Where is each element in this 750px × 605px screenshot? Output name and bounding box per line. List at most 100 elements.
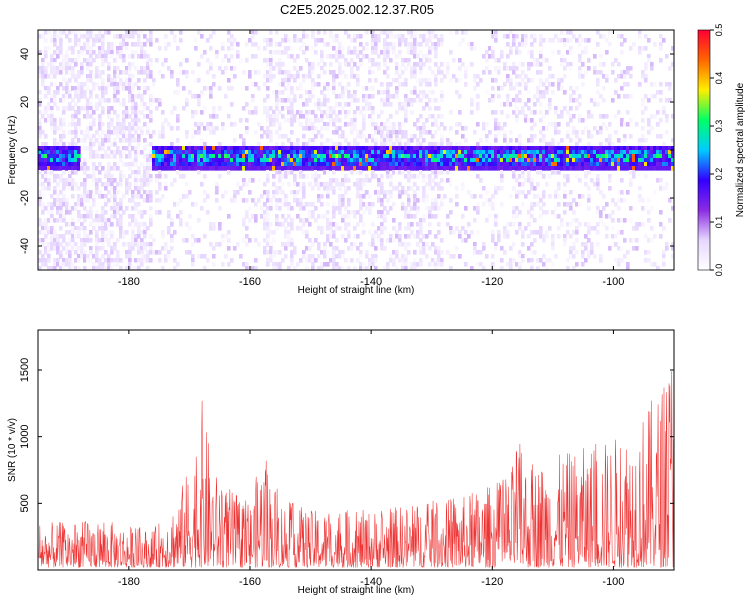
heatmap-cell <box>632 170 636 175</box>
heatmap-cell <box>497 130 501 135</box>
heatmap-cell <box>647 198 651 203</box>
heatmap-cell <box>572 162 576 167</box>
heatmap-cell <box>389 126 393 131</box>
heatmap-cell <box>104 30 108 35</box>
heatmap-cell <box>422 94 426 99</box>
heatmap-cell <box>491 94 495 99</box>
heatmap-cell <box>332 234 336 239</box>
heatmap-cell <box>47 182 51 187</box>
heatmap-cell <box>71 166 75 171</box>
heatmap-cell <box>77 214 81 219</box>
heatmap-cell <box>533 122 537 127</box>
heatmap-cell <box>86 134 90 139</box>
heatmap-cell <box>356 162 360 167</box>
heatmap-cell <box>422 90 426 95</box>
heatmap-cell <box>449 182 453 187</box>
heatmap-cell <box>395 154 399 159</box>
heatmap-cell <box>560 30 564 35</box>
heatmap-cell <box>593 98 597 103</box>
heatmap-cell <box>515 262 519 267</box>
heatmap-cell <box>329 34 333 39</box>
heatmap-cell <box>485 254 489 259</box>
heatmap-cell <box>41 182 45 187</box>
heatmap-cell <box>170 70 174 75</box>
heatmap-cell <box>227 238 231 243</box>
heatmap-cell <box>398 194 402 199</box>
heatmap-cell <box>206 70 210 75</box>
heatmap-cell <box>476 74 480 79</box>
heatmap-cell <box>125 38 129 43</box>
heatmap-cell <box>590 158 594 163</box>
heatmap-cell <box>413 250 417 255</box>
heatmap-cell <box>134 222 138 227</box>
heatmap-cell <box>113 194 117 199</box>
heatmap-cell <box>413 166 417 171</box>
heatmap-cell <box>482 126 486 131</box>
heatmap-cell <box>644 234 648 239</box>
heatmap-cell <box>212 110 216 115</box>
heatmap-cell <box>428 46 432 51</box>
heatmap-cell <box>296 86 300 91</box>
heatmap-cell <box>437 146 441 151</box>
heatmap-cell <box>278 222 282 227</box>
heatmap-cell <box>287 110 291 115</box>
heatmap-cell <box>587 170 591 175</box>
heatmap-cell <box>428 82 432 87</box>
heatmap-cell <box>398 258 402 263</box>
heatmap-cell <box>572 150 576 155</box>
heatmap-cell <box>494 30 498 35</box>
heatmap-cell <box>452 58 456 63</box>
heatmap-cell <box>137 246 141 251</box>
heatmap-cell <box>611 166 615 171</box>
heatmap-cell <box>608 122 612 127</box>
heatmap-cell <box>512 146 516 151</box>
heatmap-cell <box>347 166 351 171</box>
heatmap-cell <box>368 146 372 151</box>
heatmap-cell <box>365 254 369 259</box>
heatmap-cell <box>107 46 111 51</box>
heatmap-cell <box>590 250 594 255</box>
heatmap-cell <box>257 86 261 91</box>
heatmap-cell <box>347 122 351 127</box>
heatmap-cell <box>242 178 246 183</box>
heatmap-cell <box>359 154 363 159</box>
heatmap-cell <box>92 110 96 115</box>
heatmap-cell <box>458 94 462 99</box>
heatmap-cell <box>515 158 519 163</box>
heatmap-cell <box>590 178 594 183</box>
heatmap-cell <box>71 238 75 243</box>
heatmap-cell <box>410 42 414 47</box>
heatmap-cell <box>293 98 297 103</box>
heatmap-cell <box>68 210 72 215</box>
heatmap-cell <box>269 258 273 263</box>
heatmap-cell <box>548 106 552 111</box>
heatmap-cell <box>200 90 204 95</box>
heatmap-cell <box>503 154 507 159</box>
heatmap-cell <box>65 154 69 159</box>
heatmap-cell <box>119 170 123 175</box>
heatmap-cell <box>164 42 168 47</box>
heatmap-cell <box>338 94 342 99</box>
heatmap-cell <box>209 130 213 135</box>
heatmap-cell <box>449 142 453 147</box>
heatmap-cell <box>488 158 492 163</box>
heatmap-cell <box>542 134 546 139</box>
heatmap-cell <box>314 126 318 131</box>
heatmap-cell <box>74 162 78 167</box>
heatmap-cell <box>104 154 108 159</box>
heatmap-cell <box>482 54 486 59</box>
heatmap-cell <box>392 202 396 207</box>
heatmap-cell <box>212 30 216 35</box>
heatmap-cell <box>407 146 411 151</box>
heatmap-cell <box>302 158 306 163</box>
heatmap-cell <box>266 218 270 223</box>
heatmap-cell <box>209 226 213 231</box>
heatmap-cell <box>326 122 330 127</box>
heatmap-cell <box>65 150 69 155</box>
heatmap-cell <box>38 98 42 103</box>
heatmap-cell <box>71 146 75 151</box>
heatmap-cell <box>194 238 198 243</box>
heatmap-cell <box>71 66 75 71</box>
heatmap-cell <box>626 262 630 267</box>
heatmap-cell <box>137 138 141 143</box>
